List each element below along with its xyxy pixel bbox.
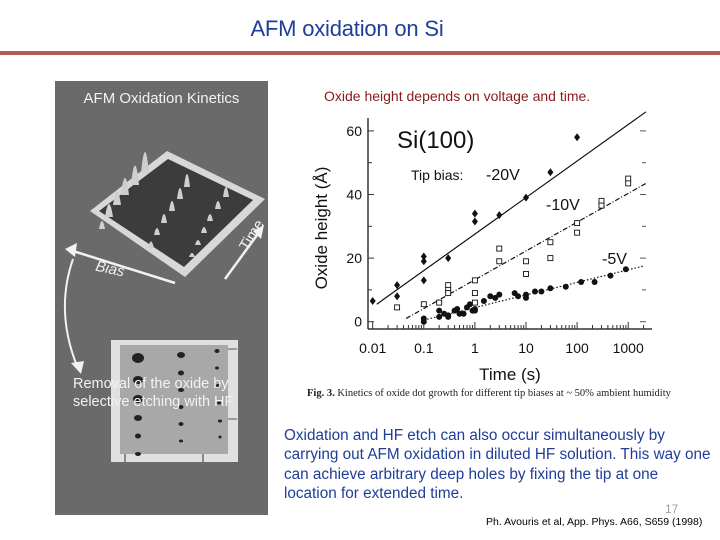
- y-tick-label: 20: [346, 250, 362, 266]
- circle-marker: [547, 285, 554, 292]
- figure-caption: Fig. 3. Kinetics of oxide dot growth for…: [307, 388, 687, 399]
- oxide-peaks: [99, 152, 229, 257]
- title-divider: [0, 51, 720, 55]
- square-marker: [574, 220, 581, 227]
- square-marker: [420, 301, 427, 308]
- square-marker: [574, 229, 581, 236]
- fit-line--20V: [376, 111, 647, 305]
- series-label: -20V: [486, 167, 520, 184]
- square-marker: [496, 245, 503, 252]
- circle-marker: [622, 266, 629, 273]
- etched-holes: [132, 349, 222, 456]
- square-marker: [394, 304, 401, 311]
- circle-marker: [591, 278, 598, 285]
- diamond-marker: [471, 209, 478, 218]
- square-marker: [471, 290, 478, 297]
- time-arrow-icon: [253, 225, 264, 239]
- y-axis-label: Oxide height (Å): [312, 167, 331, 290]
- bias-label: Bias: [94, 258, 127, 281]
- square-marker: [547, 239, 554, 246]
- circle-marker: [496, 291, 503, 298]
- curved-arrow: [63, 258, 78, 367]
- square-marker: [523, 258, 529, 265]
- panel-title: AFM Oxidation Kinetics: [83, 90, 240, 107]
- caption-label: Fig. 3.: [307, 388, 335, 399]
- square-marker: [547, 255, 554, 262]
- page-number: 17: [665, 502, 679, 516]
- x-tick-label: 0.1: [414, 340, 434, 356]
- circle-marker: [460, 310, 467, 317]
- circle-marker: [445, 313, 452, 320]
- fit-line--10V: [405, 182, 647, 320]
- y-tick-label: 0: [354, 314, 362, 330]
- circle-marker: [480, 298, 487, 305]
- circle-marker: [436, 313, 443, 320]
- circle-marker: [466, 301, 473, 308]
- square-marker: [445, 290, 452, 297]
- x-tick-label: 100: [565, 340, 589, 356]
- square-marker: [445, 282, 452, 289]
- caption-text: Kinetics of oxide dot growth for differe…: [334, 388, 671, 399]
- diamond-marker: [523, 193, 529, 202]
- curved-arrow-head-icon: [71, 361, 84, 374]
- slide-title: AFM oxidation on Si: [250, 16, 444, 41]
- diamond-marker: [496, 211, 503, 220]
- circle-marker: [578, 278, 585, 285]
- diamond-marker: [471, 217, 478, 226]
- removal-caption: Removal of the oxide by selective etchin…: [73, 375, 233, 411]
- diamond-marker: [574, 133, 581, 142]
- circle-marker: [454, 305, 461, 312]
- y-tick-label: 60: [346, 123, 362, 139]
- diamond-marker: [420, 276, 427, 285]
- removal-line-1: Removal of the oxide by: [73, 376, 229, 392]
- circle-marker: [523, 294, 529, 301]
- removal-line-2: selective etching with HF: [73, 394, 234, 410]
- x-axis-label: Time (s): [479, 365, 541, 384]
- diamond-marker: [445, 254, 452, 263]
- series-label: -10V: [546, 197, 580, 214]
- surface-plate: [99, 159, 253, 267]
- circle-marker: [515, 293, 522, 300]
- diamond-marker: [420, 252, 427, 261]
- square-marker: [598, 197, 605, 204]
- circle-marker: [607, 272, 614, 279]
- square-marker: [625, 175, 632, 182]
- afm-kinetics-figure: AFM Oxidation Kinetics Time Bias: [55, 81, 268, 515]
- series-label: -5V: [602, 251, 627, 268]
- circle-marker: [436, 307, 443, 314]
- circle-marker: [471, 307, 478, 314]
- afm-3d-illustration: Time Bias: [63, 151, 268, 462]
- diamond-marker: [547, 168, 554, 177]
- circle-marker: [420, 318, 427, 325]
- square-marker: [496, 258, 503, 265]
- chart-title: Si(100): [397, 127, 474, 154]
- square-marker: [523, 271, 529, 277]
- body-paragraph: Oxidation and HF etch can also occur sim…: [284, 427, 711, 502]
- chart-subtitle: Oxide height depends on voltage and time…: [324, 88, 591, 104]
- diamond-marker: [369, 297, 376, 306]
- x-tick-label: 0.01: [359, 340, 386, 356]
- square-marker: [598, 202, 605, 209]
- circle-marker: [531, 288, 538, 295]
- square-marker: [471, 277, 478, 284]
- x-tick-label: 1: [471, 340, 479, 356]
- square-marker: [625, 180, 632, 187]
- x-tick-label: 1000: [613, 340, 644, 356]
- square-marker: [436, 299, 443, 306]
- bias-arrow-icon: [65, 243, 77, 257]
- diamond-marker: [420, 257, 427, 266]
- y-tick-label: 40: [346, 187, 362, 203]
- square-marker: [471, 299, 478, 306]
- circle-marker: [538, 288, 545, 295]
- circle-marker: [487, 293, 494, 300]
- reference-citation: Ph. Avouris et al, App. Phys. A66, S659 …: [486, 516, 703, 528]
- diamond-marker: [394, 281, 401, 290]
- circle-marker: [562, 283, 569, 290]
- oxide-height-chart: 0 20 40 60 0.01 0.1 1 10 100 1000 Time (s) Oxide he…: [312, 111, 652, 384]
- circle-marker: [492, 294, 499, 301]
- tip-bias-annotation: Tip bias:: [411, 167, 463, 183]
- diamond-marker: [394, 292, 401, 301]
- x-tick-label: 10: [518, 340, 534, 356]
